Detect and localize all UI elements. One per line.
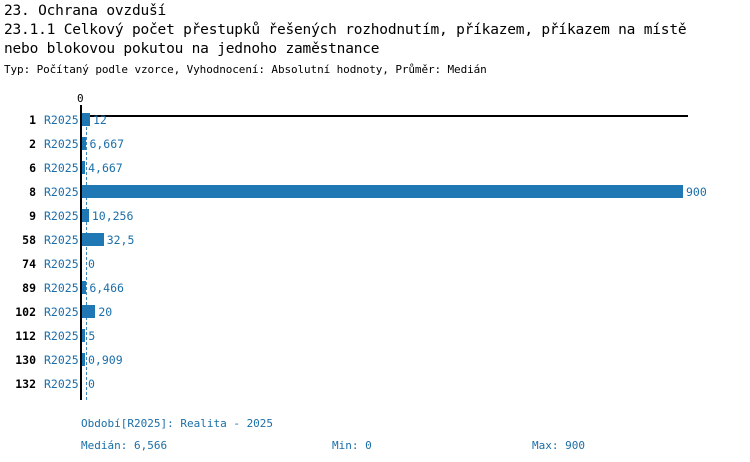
row-index-label: 112 <box>15 329 36 343</box>
legend-period: Období[R2025]: Realita - 2025 <box>81 417 274 430</box>
stat-median: Medián: 6,566 <box>81 439 168 452</box>
chart-header: 23. Ochrana ovzduší 23.1.1 Celkový počet… <box>4 2 746 77</box>
bar-value-label: 10,256 <box>91 209 134 223</box>
row-category-label: R2025 <box>44 113 79 127</box>
chart-row: 130 R2025 0,909 <box>0 348 750 372</box>
chart-row: 89 R2025 6,466 <box>0 276 750 300</box>
row-category-label: R2025 <box>44 233 79 247</box>
bar-value-label: 6,466 <box>89 281 124 295</box>
bar-value-label: 0 <box>88 257 95 271</box>
bar[interactable] <box>82 137 87 150</box>
bar-value-label: 12 <box>93 113 107 127</box>
chart-row: 102 R2025 20 <box>0 300 750 324</box>
row-category-label: R2025 <box>44 329 79 343</box>
bar[interactable] <box>82 209 89 222</box>
row-category-label: R2025 <box>44 257 79 271</box>
bar[interactable] <box>82 113 90 126</box>
row-category-label: R2025 <box>44 305 79 319</box>
section-heading: 23. Ochrana ovzduší <box>4 3 167 19</box>
y-axis-line <box>80 105 82 400</box>
x-axis-line <box>81 115 688 117</box>
row-index-label: 89 <box>22 281 36 295</box>
row-index-label: 8 <box>29 185 36 199</box>
row-index-label: 9 <box>29 209 36 223</box>
bar[interactable] <box>82 305 96 318</box>
chart-row: 112 R2025 5 <box>0 324 750 348</box>
chart-row: 58 R2025 32,5 <box>0 228 750 252</box>
row-category-label: R2025 <box>44 209 79 223</box>
chart-row: 9 R2025 10,256 <box>0 204 750 228</box>
row-index-label: 74 <box>22 257 36 271</box>
row-index-label: 58 <box>22 233 36 247</box>
row-index-label: 2 <box>29 137 36 151</box>
row-category-label: R2025 <box>44 137 79 151</box>
bar-value-label: 32,5 <box>106 233 135 247</box>
bar-value-label: 0,909 <box>88 353 123 367</box>
chart-row: 6 R2025 4,667 <box>0 156 750 180</box>
stat-min: Min: 0 <box>332 439 372 452</box>
bar-value-label: 4,667 <box>88 161 123 175</box>
chart-row: 2 R2025 6,667 <box>0 132 750 156</box>
row-category-label: R2025 <box>44 281 79 295</box>
row-category-label: R2025 <box>44 353 79 367</box>
bar-value-label: 20 <box>98 305 113 319</box>
bar[interactable] <box>82 233 104 246</box>
zero-gridline <box>86 117 88 400</box>
row-index-label: 130 <box>15 353 36 367</box>
bar[interactable] <box>82 185 683 198</box>
page-title-line-1: 23.1.1 Celkový počet přestupků řešených … <box>4 22 687 38</box>
bar[interactable] <box>82 161 86 174</box>
row-index-label: 132 <box>15 377 36 391</box>
bar-value-label: 900 <box>686 185 707 199</box>
chart-row: 8 R2025 900 <box>0 180 750 204</box>
chart-subtitle: Typ: Počítaný podle vzorce, Vyhodnocení:… <box>4 63 487 76</box>
stat-max: Max: 900 <box>532 439 585 452</box>
bar[interactable] <box>82 329 86 342</box>
bar[interactable] <box>82 281 87 294</box>
row-category-label: R2025 <box>44 161 79 175</box>
bar[interactable] <box>82 353 85 366</box>
row-index-label: 102 <box>15 305 36 319</box>
page-title-line-2: nebo blokovou pokutou na jednoho zaměstn… <box>4 41 380 57</box>
chart-row: 74 R2025 0 <box>0 252 750 276</box>
bar-value-label: 0 <box>88 377 95 391</box>
chart-row: 132 R2025 0 <box>0 372 750 396</box>
row-index-label: 1 <box>29 113 36 127</box>
x-axis-tick-0: 0 <box>77 92 84 105</box>
row-category-label: R2025 <box>44 377 79 391</box>
bar-value-label: 6,667 <box>89 137 125 151</box>
chart-row: 1 R2025 12 <box>0 108 750 132</box>
row-category-label: R2025 <box>44 185 79 199</box>
row-index-label: 6 <box>29 161 36 175</box>
bar-value-label: 5 <box>88 329 96 343</box>
